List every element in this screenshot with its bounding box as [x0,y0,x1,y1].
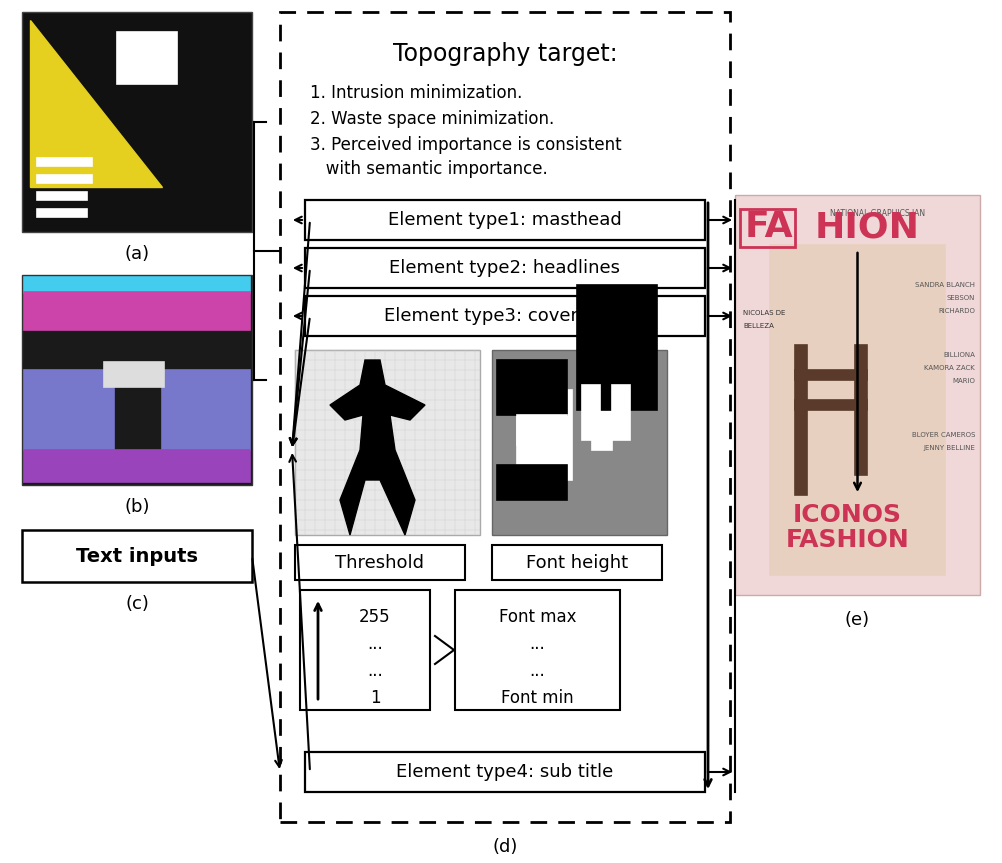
Text: with semantic importance.: with semantic importance. [310,160,547,178]
Text: KAMORA ZACK: KAMORA ZACK [923,365,974,371]
Text: Threshold: Threshold [335,553,424,571]
FancyBboxPatch shape [795,400,866,410]
Text: BILLIONA: BILLIONA [942,352,974,358]
FancyBboxPatch shape [22,530,252,582]
FancyBboxPatch shape [24,362,249,370]
Text: JENNY BELLINE: JENNY BELLINE [922,445,974,451]
FancyBboxPatch shape [117,32,176,84]
Text: Topography target:: Topography target: [393,42,616,66]
Text: Element type3: cover lines: Element type3: cover lines [384,307,625,325]
FancyBboxPatch shape [24,370,114,450]
FancyBboxPatch shape [37,158,92,166]
FancyBboxPatch shape [305,200,704,240]
Text: Element type4: sub title: Element type4: sub title [396,763,613,781]
FancyBboxPatch shape [492,350,666,535]
Text: 1: 1 [370,689,380,707]
Text: Font max: Font max [498,608,576,626]
Text: (a): (a) [124,245,149,263]
FancyBboxPatch shape [305,752,704,792]
Text: (b): (b) [124,498,149,516]
FancyBboxPatch shape [770,245,944,575]
FancyBboxPatch shape [305,248,704,288]
Text: NATIONAL GRAPHICS JAN: NATIONAL GRAPHICS JAN [829,209,924,217]
Text: Font min: Font min [501,689,573,707]
FancyBboxPatch shape [295,545,465,580]
FancyBboxPatch shape [24,450,249,482]
FancyBboxPatch shape [37,192,87,200]
Text: SANDRA BLANCH: SANDRA BLANCH [914,282,974,288]
Text: FA: FA [744,210,793,244]
FancyBboxPatch shape [305,296,704,336]
FancyBboxPatch shape [162,370,249,450]
Text: FASHION: FASHION [785,528,909,552]
Text: Text inputs: Text inputs [76,546,197,565]
FancyBboxPatch shape [22,12,252,232]
Text: 3. Perceived importance is consistent: 3. Perceived importance is consistent [310,136,621,154]
Text: Font height: Font height [525,553,627,571]
Text: BELLEZA: BELLEZA [742,323,774,329]
FancyBboxPatch shape [497,465,566,500]
FancyBboxPatch shape [795,345,807,495]
FancyBboxPatch shape [492,545,661,580]
Text: NICOLAS DE: NICOLAS DE [742,310,785,316]
Text: (c): (c) [125,595,148,613]
Text: SEBSON: SEBSON [946,295,974,301]
FancyBboxPatch shape [22,275,252,485]
Text: 1. Intrusion minimization.: 1. Intrusion minimization. [310,84,522,102]
FancyBboxPatch shape [104,362,164,387]
FancyBboxPatch shape [295,350,480,535]
Text: MARIO: MARIO [951,378,974,384]
FancyBboxPatch shape [455,590,619,710]
FancyBboxPatch shape [795,370,866,380]
Polygon shape [330,360,425,535]
Text: ICONOS: ICONOS [793,503,901,527]
Text: BLOYER CAMEROS: BLOYER CAMEROS [911,432,974,438]
Polygon shape [30,20,162,187]
FancyBboxPatch shape [611,385,629,440]
Text: (d): (d) [492,838,517,856]
FancyBboxPatch shape [591,390,611,450]
Text: ...: ... [367,635,383,653]
FancyBboxPatch shape [516,390,571,480]
Text: 255: 255 [359,608,391,626]
Text: ...: ... [367,662,383,680]
Text: RICHARDO: RICHARDO [937,308,974,314]
FancyBboxPatch shape [24,292,249,330]
FancyBboxPatch shape [854,345,866,475]
Text: Element type1: masthead: Element type1: masthead [388,211,621,229]
FancyBboxPatch shape [24,277,249,293]
FancyBboxPatch shape [581,385,599,440]
Text: ...: ... [529,662,545,680]
FancyBboxPatch shape [37,175,92,183]
FancyBboxPatch shape [37,209,87,217]
Text: (e): (e) [844,611,869,629]
Text: Element type2: headlines: Element type2: headlines [389,259,620,277]
FancyBboxPatch shape [497,360,566,415]
FancyBboxPatch shape [300,590,430,710]
FancyBboxPatch shape [734,195,979,595]
FancyBboxPatch shape [576,285,656,410]
Text: 2. Waste space minimization.: 2. Waste space minimization. [310,110,554,128]
Text: ...: ... [529,635,545,653]
Text: HION: HION [815,210,919,244]
FancyBboxPatch shape [516,415,566,445]
